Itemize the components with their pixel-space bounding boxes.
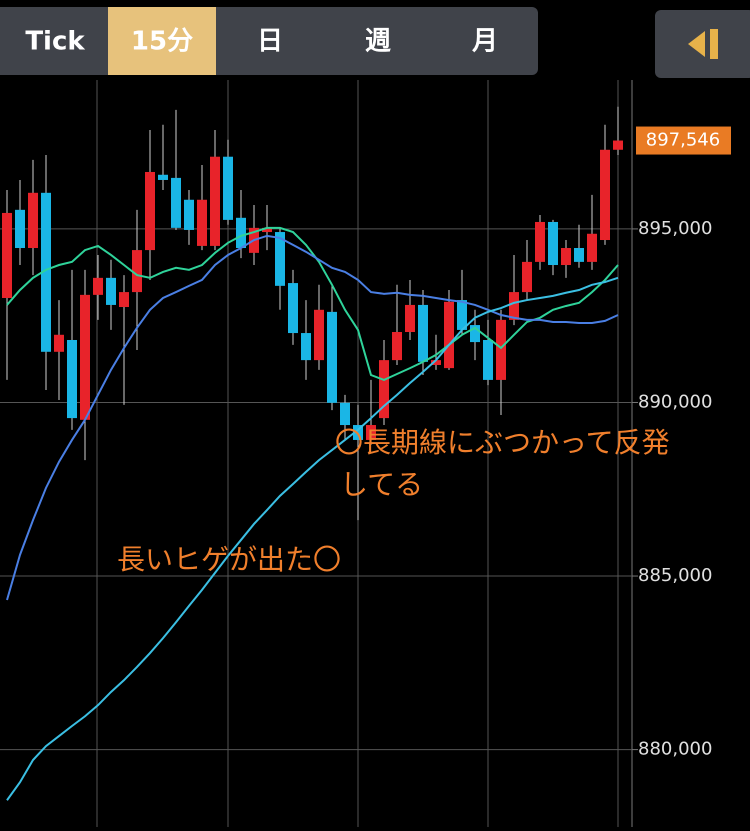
candle-body	[522, 261, 532, 293]
candle-body	[457, 300, 467, 330]
candle-body	[353, 425, 363, 440]
candle-body	[470, 325, 480, 343]
toggle-arrow	[688, 31, 705, 57]
last-price-box	[636, 126, 731, 155]
price-grid	[0, 228, 638, 751]
annotation: 長いヒゲが出た〇	[117, 543, 341, 576]
ma-line	[6, 234, 619, 601]
candle-body	[431, 360, 441, 365]
tab[interactable]: 週	[365, 27, 391, 57]
candle-body	[41, 192, 51, 352]
candle-body	[561, 248, 571, 266]
candle-body	[145, 171, 155, 251]
annotation: 〇長期線にぶつかって反発	[335, 426, 670, 459]
tab[interactable]: 月	[471, 27, 498, 57]
annotation: してる	[340, 468, 423, 501]
candle-body	[613, 140, 623, 150]
candle-body	[119, 292, 129, 308]
candle-body	[288, 283, 298, 334]
panel-toggle[interactable]	[655, 10, 750, 78]
candle-body	[80, 294, 90, 420]
candle-body	[171, 177, 181, 228]
tab[interactable]: Tick	[25, 27, 85, 57]
candle-body	[93, 277, 103, 295]
candle-body	[535, 221, 545, 262]
candle-body	[483, 339, 493, 380]
candle-body	[15, 209, 25, 249]
candle-body	[106, 277, 116, 305]
ma-line	[6, 226, 619, 381]
y-tick-label: 890,000	[638, 391, 712, 412]
candle-body	[223, 156, 233, 220]
candle-body	[197, 199, 207, 246]
candle-body	[366, 425, 376, 440]
tab[interactable]: 15分	[131, 27, 193, 57]
last-price-label: 897,546	[646, 130, 720, 151]
candle-body	[405, 304, 415, 333]
price-labels: 895,000 890,000 885,000 880,000 897,546	[636, 126, 731, 760]
candle-body	[210, 156, 220, 246]
candle-body	[496, 319, 506, 380]
candles	[2, 106, 623, 521]
candle-body	[548, 221, 558, 266]
toggle-bar	[710, 29, 718, 59]
candle-body	[236, 217, 246, 249]
y-tick-label: 880,000	[638, 739, 712, 760]
candle-body	[509, 292, 519, 320]
candle-body	[67, 339, 77, 419]
candle-body	[327, 311, 337, 403]
tab-bar: Tick 15分 日 週 月	[0, 7, 538, 75]
candle-body	[392, 332, 402, 361]
candle-body	[340, 402, 350, 426]
moving-averages	[6, 226, 619, 801]
candle-body	[379, 360, 389, 419]
candle-body	[587, 233, 597, 262]
candle-body	[301, 333, 311, 361]
candle-body	[314, 309, 324, 361]
candle-body	[158, 174, 168, 180]
candle-body	[418, 304, 428, 362]
candle-body	[2, 212, 12, 298]
y-tick-label: 895,000	[638, 218, 712, 239]
candle-body	[574, 248, 584, 262]
candle-body	[132, 250, 142, 293]
tab[interactable]: 日	[257, 27, 283, 57]
ma-line	[6, 276, 619, 801]
tab-active-bg	[108, 7, 216, 75]
candle-body	[275, 232, 285, 286]
candle-body	[262, 227, 272, 233]
candle-body	[28, 192, 38, 249]
candle-body	[600, 149, 610, 241]
y-tick-label: 885,000	[638, 565, 712, 586]
candle-body	[54, 334, 64, 352]
candle-body	[444, 301, 454, 369]
candle-body	[184, 199, 194, 230]
